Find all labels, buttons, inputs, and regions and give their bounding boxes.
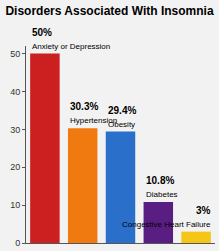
svg-text:10.8%Diabetes: 10.8%Diabetes <box>146 175 178 199</box>
svg-text:Disorders Associated With Inso: Disorders Associated With Insomnia <box>5 4 213 18</box>
svg-text:50: 50 <box>10 49 20 59</box>
svg-text:29.4%Obesity: 29.4%Obesity <box>108 105 136 129</box>
svg-text:0: 0 <box>15 238 20 248</box>
svg-text:3%Congestive Heart Failure: 3%Congestive Heart Failure <box>122 205 211 229</box>
svg-text:30.3%Hypertension: 30.3%Hypertension <box>70 101 117 125</box>
svg-text:20: 20 <box>10 162 20 172</box>
svg-text:10: 10 <box>10 200 20 210</box>
svg-text:30: 30 <box>10 125 20 135</box>
svg-text:50%Anxiety or Depression: 50%Anxiety or Depression <box>32 27 110 51</box>
svg-text:40: 40 <box>10 87 20 97</box>
